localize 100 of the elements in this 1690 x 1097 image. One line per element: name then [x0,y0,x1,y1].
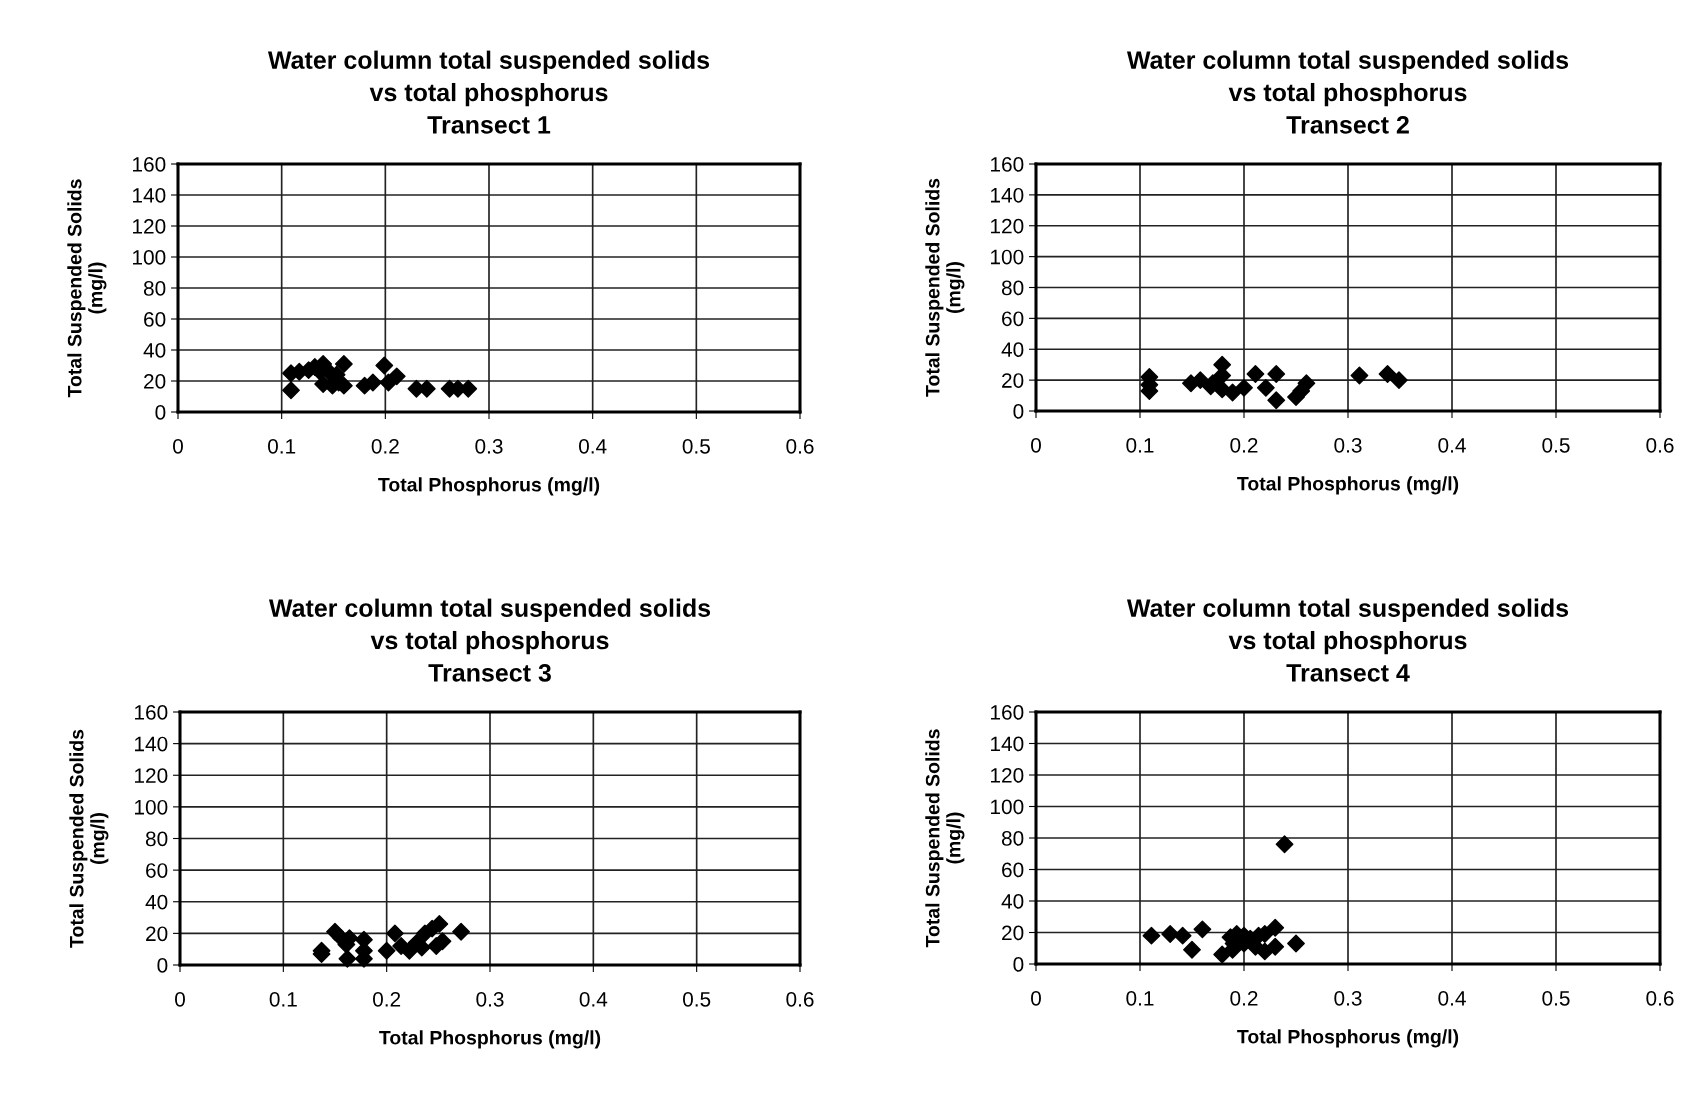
point [1183,940,1201,959]
chart-title: Water column total suspended solids vs total phosphorus Transect 2 [1126,50,1569,134]
y-tick-label: 140 [135,736,168,752]
y-axis-title: Total Suspended Solids (mg/l) [69,729,109,948]
x-tick-label: 0.1 [1126,437,1154,453]
point [386,924,404,943]
y-tick-label: 80 [1001,831,1024,846]
y-tick-label: 160 [991,157,1024,172]
point [1266,918,1285,937]
point [1275,835,1294,854]
x-tick-label: 0.4 [579,438,607,454]
x-tick-label: 0.5 [1542,990,1570,1006]
x-tick-label: 0.1 [269,991,297,1007]
x-tick-label: 0.3 [1334,437,1362,453]
point [1255,942,1274,961]
x-tick-label: 0.1 [1126,990,1154,1006]
x-tick-label: 0.6 [1646,990,1674,1006]
x-axis-title: Total Phosphorus (mg/l) [379,1030,601,1049]
x-axis-title: Total Phosphorus (mg/l) [1237,476,1459,495]
chart-title: Water column total suspended solids vs total phosphorus Transect 4 [1126,598,1569,682]
point [1193,920,1212,939]
y-tick-label: 140 [991,736,1024,752]
y-tick-label: 120 [991,218,1024,234]
y-tick-label: 100 [135,799,168,815]
x-tick-label: 0.4 [1438,990,1466,1006]
y-tick-label: 100 [991,249,1024,265]
point [387,367,406,386]
x-tick-label: 0.3 [1334,990,1362,1006]
y-tick-label: 80 [1001,280,1024,296]
x-tick-label: 0 [1031,437,1041,453]
y-tick-label: 40 [1001,342,1024,357]
y-tick-label: 20 [1002,925,1024,941]
x-tick-label: 0.2 [1230,437,1258,453]
point [452,922,470,941]
y-tick-label: 100 [133,250,166,265]
point [338,949,357,968]
y-tick-label: 40 [1001,894,1024,909]
point [1161,925,1180,943]
point [377,941,396,960]
y-tick-label: 0 [157,958,168,973]
chart-title: Water column total suspended solids vs total phosphorus Transect 1 [267,50,710,134]
y-tick-label: 60 [1002,862,1024,878]
x-tick-label: 0.6 [1646,437,1674,453]
y-tick-label: 40 [145,894,168,910]
x-tick-label: 0.6 [786,991,814,1007]
x-axis-title: Total Phosphorus (mg/l) [1237,1029,1459,1048]
y-tick-label: 0 [1013,404,1024,419]
y-tick-label: 20 [146,926,168,942]
point [282,381,300,400]
x-tick-label: 0.5 [1542,437,1570,453]
y-axis-title: Total Suspended Solids (mg/l) [925,178,965,397]
y-tick-label: 80 [145,831,168,847]
chart-title: Water column total suspended solids vs total phosphorus Transect 3 [268,598,711,682]
y-tick-label: 160 [135,705,168,720]
x-tick-label: 0.6 [786,438,814,454]
point [334,355,353,373]
x-tick-label: 0.4 [1438,437,1466,453]
y-tick-label: 60 [1002,311,1024,327]
y-axis-title: Total Suspended Solids (mg/l) [67,179,107,398]
point [1267,365,1286,383]
y-tick-label: 40 [143,343,166,358]
x-tick-label: 0.3 [475,438,503,454]
x-tick-label: 0.5 [682,438,710,454]
x-tick-label: 0.1 [268,438,296,454]
x-tick-label: 0.4 [579,991,608,1007]
point [1173,926,1192,945]
x-tick-label: 0.2 [371,438,399,454]
y-tick-label: 0 [1013,957,1024,972]
point [1256,378,1275,397]
point [1390,371,1408,390]
point [1235,378,1253,397]
x-axis-title: Total Phosphorus (mg/l) [378,477,600,496]
point [1266,937,1285,956]
x-tick-label: 0.3 [476,991,504,1007]
y-tick-label: 120 [133,219,166,234]
x-tick-label: 0.2 [1230,990,1258,1006]
y-tick-label: 80 [143,281,166,296]
x-tick-label: 0.2 [373,991,401,1007]
y-tick-label: 100 [991,799,1024,815]
y-tick-label: 160 [133,157,166,172]
y-tick-label: 140 [991,187,1024,203]
point [1142,926,1161,945]
point [1267,391,1286,410]
y-tick-label: 20 [1002,373,1024,388]
x-tick-label: 0 [175,991,185,1007]
x-tick-label: 0 [1031,990,1041,1006]
point [375,356,394,375]
point [1378,365,1397,383]
point [1246,365,1265,383]
x-tick-label: 0.5 [683,991,711,1007]
y-tick-label: 120 [991,768,1024,783]
y-tick-label: 20 [144,374,166,389]
y-tick-label: 60 [144,312,166,327]
y-tick-label: 0 [155,405,166,420]
point [1350,366,1369,385]
y-tick-label: 60 [146,863,168,878]
y-tick-label: 120 [135,768,168,783]
y-tick-label: 140 [133,188,166,203]
x-tick-label: 0 [173,438,183,454]
y-tick-label: 160 [991,705,1024,720]
